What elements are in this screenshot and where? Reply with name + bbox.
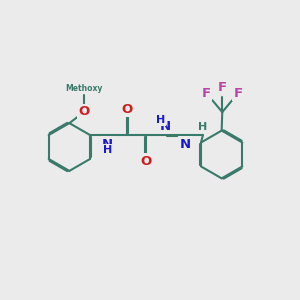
Text: O: O: [121, 103, 132, 116]
Text: H: H: [156, 115, 165, 125]
Text: O: O: [141, 154, 152, 167]
Text: F: F: [202, 87, 211, 100]
Text: O: O: [79, 105, 90, 118]
Text: N: N: [179, 137, 191, 151]
Text: H: H: [198, 122, 208, 132]
Text: N: N: [160, 120, 171, 133]
Text: N: N: [102, 137, 113, 151]
Text: F: F: [233, 87, 243, 100]
Text: H: H: [103, 145, 112, 155]
Text: F: F: [218, 81, 227, 94]
Text: Methoxy: Methoxy: [66, 84, 103, 93]
